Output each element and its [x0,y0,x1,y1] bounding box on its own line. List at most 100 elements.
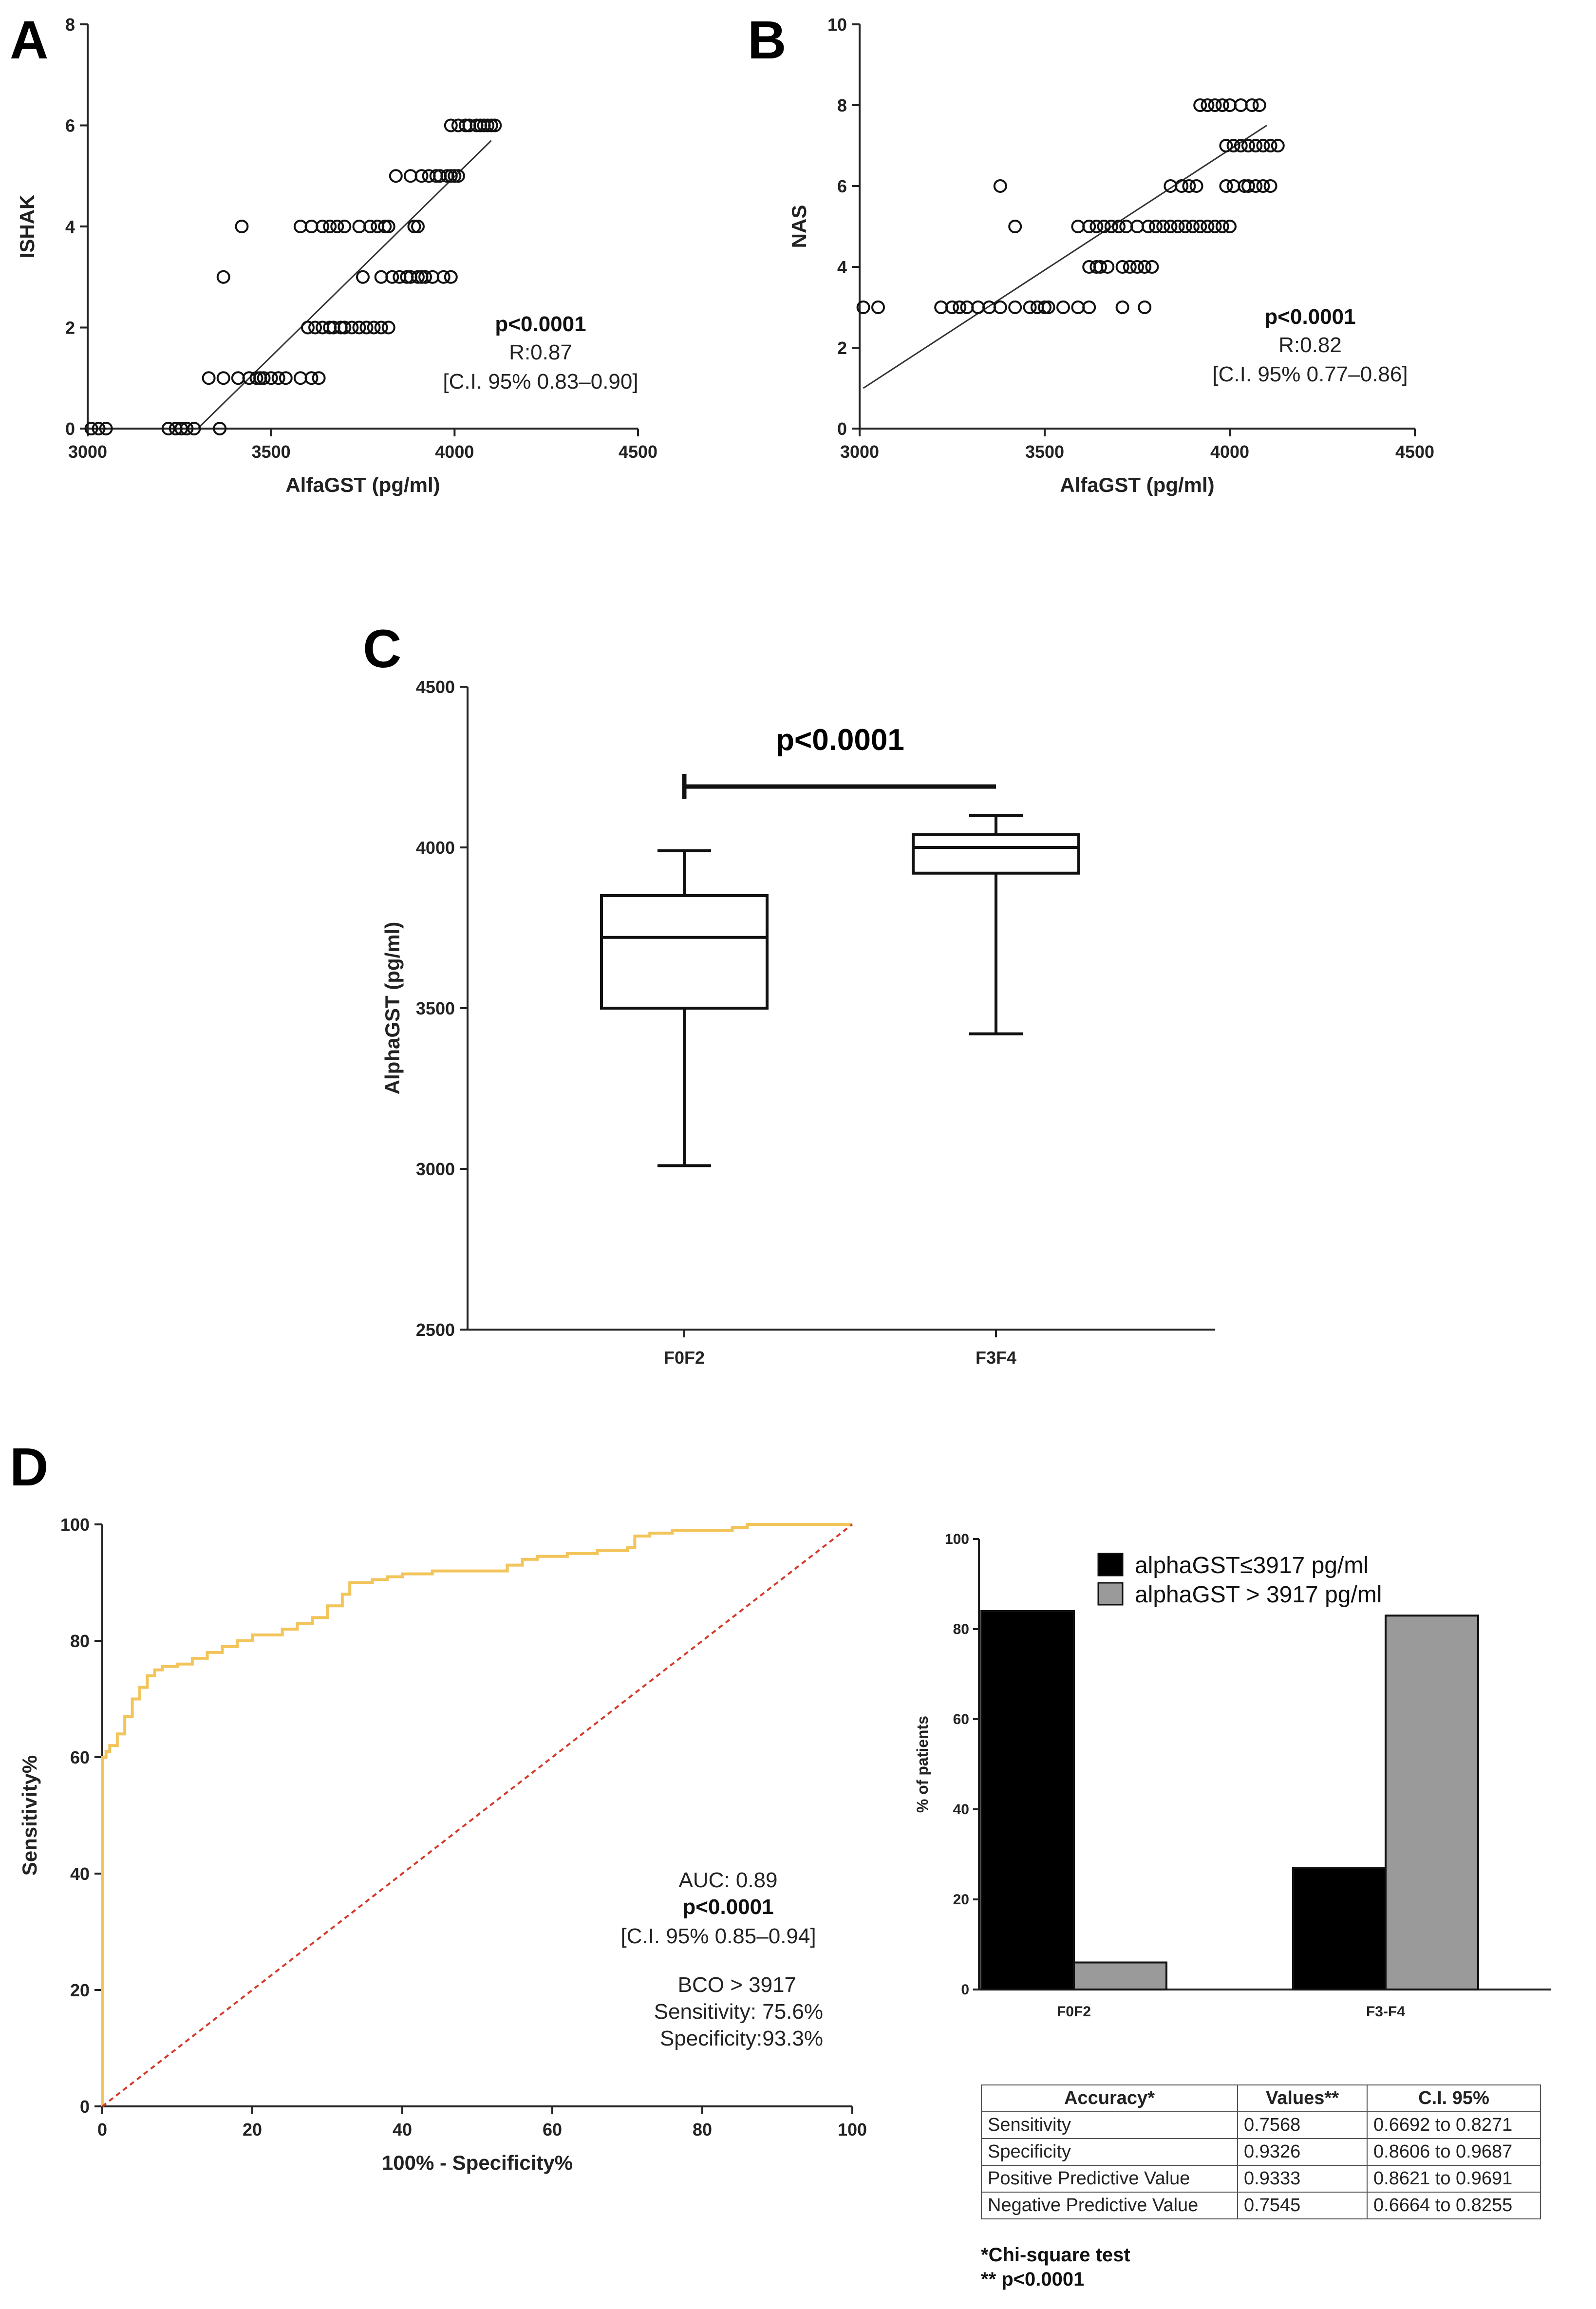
y-tick-label: 2500 [416,1320,455,1340]
y-tick-label: 40 [70,1864,90,1884]
data-point [1193,98,1207,112]
panel-label-c: C [363,619,401,679]
data-point [385,270,399,284]
data-point [993,179,1007,193]
data-point [1156,220,1170,233]
p-value-label: p<0.0001 [682,1895,773,1919]
data-point [293,220,307,233]
panel-label-a: A [10,10,48,70]
data-point [1071,220,1085,233]
y-tick-label: 4500 [416,677,455,697]
sensitivity-label: Sensitivity: 75.6% [654,2000,823,2024]
y-axis-title: Sensitivity% [18,1755,41,1876]
data-point [378,220,392,233]
data-point [1271,139,1285,152]
data-point [374,270,388,284]
table-row: Specificity 0.9326 0.8606 to 0.9687 [981,2138,1541,2166]
bar [1292,1867,1387,1990]
r-value-label: R:0.82 [1278,333,1342,357]
data-point [257,371,271,385]
data-point [484,118,498,132]
row-value: 0.9326 [1237,2138,1368,2166]
data-point [1193,220,1207,233]
table-row: Negative Predictive Value 0.7545 0.6664 … [981,2192,1541,2219]
header-accuracy: Accuracy* [981,2084,1238,2112]
data-point [1215,220,1229,233]
y-tick-label: 20 [70,1980,90,2000]
x-tick-label: 3000 [840,442,879,462]
ci-label: [C.I. 95% 0.77–0.86] [1212,362,1408,386]
data-point [187,422,201,435]
data-point [216,270,230,284]
y-tick-label: 4 [837,257,847,277]
data-point [308,320,322,335]
data-point [1201,98,1215,112]
data-point [1097,220,1111,233]
data-point [374,320,388,335]
x-tick-label: 4000 [435,442,474,462]
y-tick-label: 2 [65,318,75,338]
data-point [174,422,188,435]
row-value: 0.7545 [1237,2192,1368,2219]
data-point [856,300,870,314]
data-point [1164,220,1178,233]
data-point [352,320,366,335]
data-point [953,300,967,314]
data-point [418,270,432,284]
data-point [304,220,319,233]
y-tick-label: 6 [65,116,75,136]
data-point [304,371,319,385]
table-row: Positive Predictive Value 0.9333 0.8621 … [981,2165,1541,2193]
table-footnotes: *Chi-square test ** p<0.0001 [981,2243,1130,2291]
y-tick-label: 8 [837,95,847,115]
data-point [1115,260,1129,274]
data-point [444,169,458,183]
data-point [213,422,227,435]
data-point [1149,220,1163,233]
data-point [1089,220,1104,233]
data-point [444,270,458,284]
row-label: Sensitivity [981,2111,1238,2139]
x-tick-label: 60 [543,2120,562,2140]
y-tick-label: 60 [70,1747,90,1767]
data-point [934,300,948,314]
data-point [993,300,1007,314]
x-tick-label: 0 [97,2120,107,2140]
data-point [1138,300,1152,314]
panel-b-nas-scatter: 0 2 4 6 8 10 3000 3500 4000 4500 AlfaGST (pg/ml) NA… [788,15,1434,496]
y-tick-label: 40 [953,1802,969,1818]
footnote-chi-square: *Chi-square test [981,2244,1130,2266]
data-point [1115,300,1129,314]
category-label: F3F4 [976,1348,1016,1368]
y-tick-label: 80 [70,1631,90,1651]
data-point [1182,179,1196,193]
bar [980,1610,1075,1990]
data-point [363,220,377,233]
data-point [444,118,458,132]
data-point [407,220,421,233]
data-point [1223,98,1237,112]
panel-label-d: D [10,1437,48,1497]
x-tick-label: 40 [393,2120,412,2140]
data-point [1082,300,1096,314]
data-point [1234,98,1248,112]
panel-a-ishak-scatter: 0 2 4 6 8 3000 3500 4000 4500 AlfaGST (pg/ml) ISHA… [16,15,657,496]
y-tick-label: 2 [837,338,847,358]
y-tick-label: 6 [837,176,847,196]
row-ci: 0.6692 to 0.8271 [1367,2111,1541,2139]
ci-label: [C.I. 95% 0.85–0.94] [620,1924,816,1948]
data-point [1263,139,1277,152]
x-tick-label: 3500 [1025,442,1064,462]
x-tick-label: 4500 [1395,442,1434,462]
y-tick-label: 20 [953,1892,969,1908]
data-point [448,169,462,183]
data-point [381,220,395,233]
ci-label: [C.I. 95% 0.83–0.90] [443,370,638,394]
panel-label-b: B [748,10,786,70]
data-point [1215,98,1229,112]
data-point [1123,260,1137,274]
row-ci: 0.8606 to 0.9687 [1367,2138,1541,2166]
data-point [411,220,425,233]
category-label: F3-F4 [1366,2004,1405,2020]
x-tick-label: 20 [243,2120,262,2140]
